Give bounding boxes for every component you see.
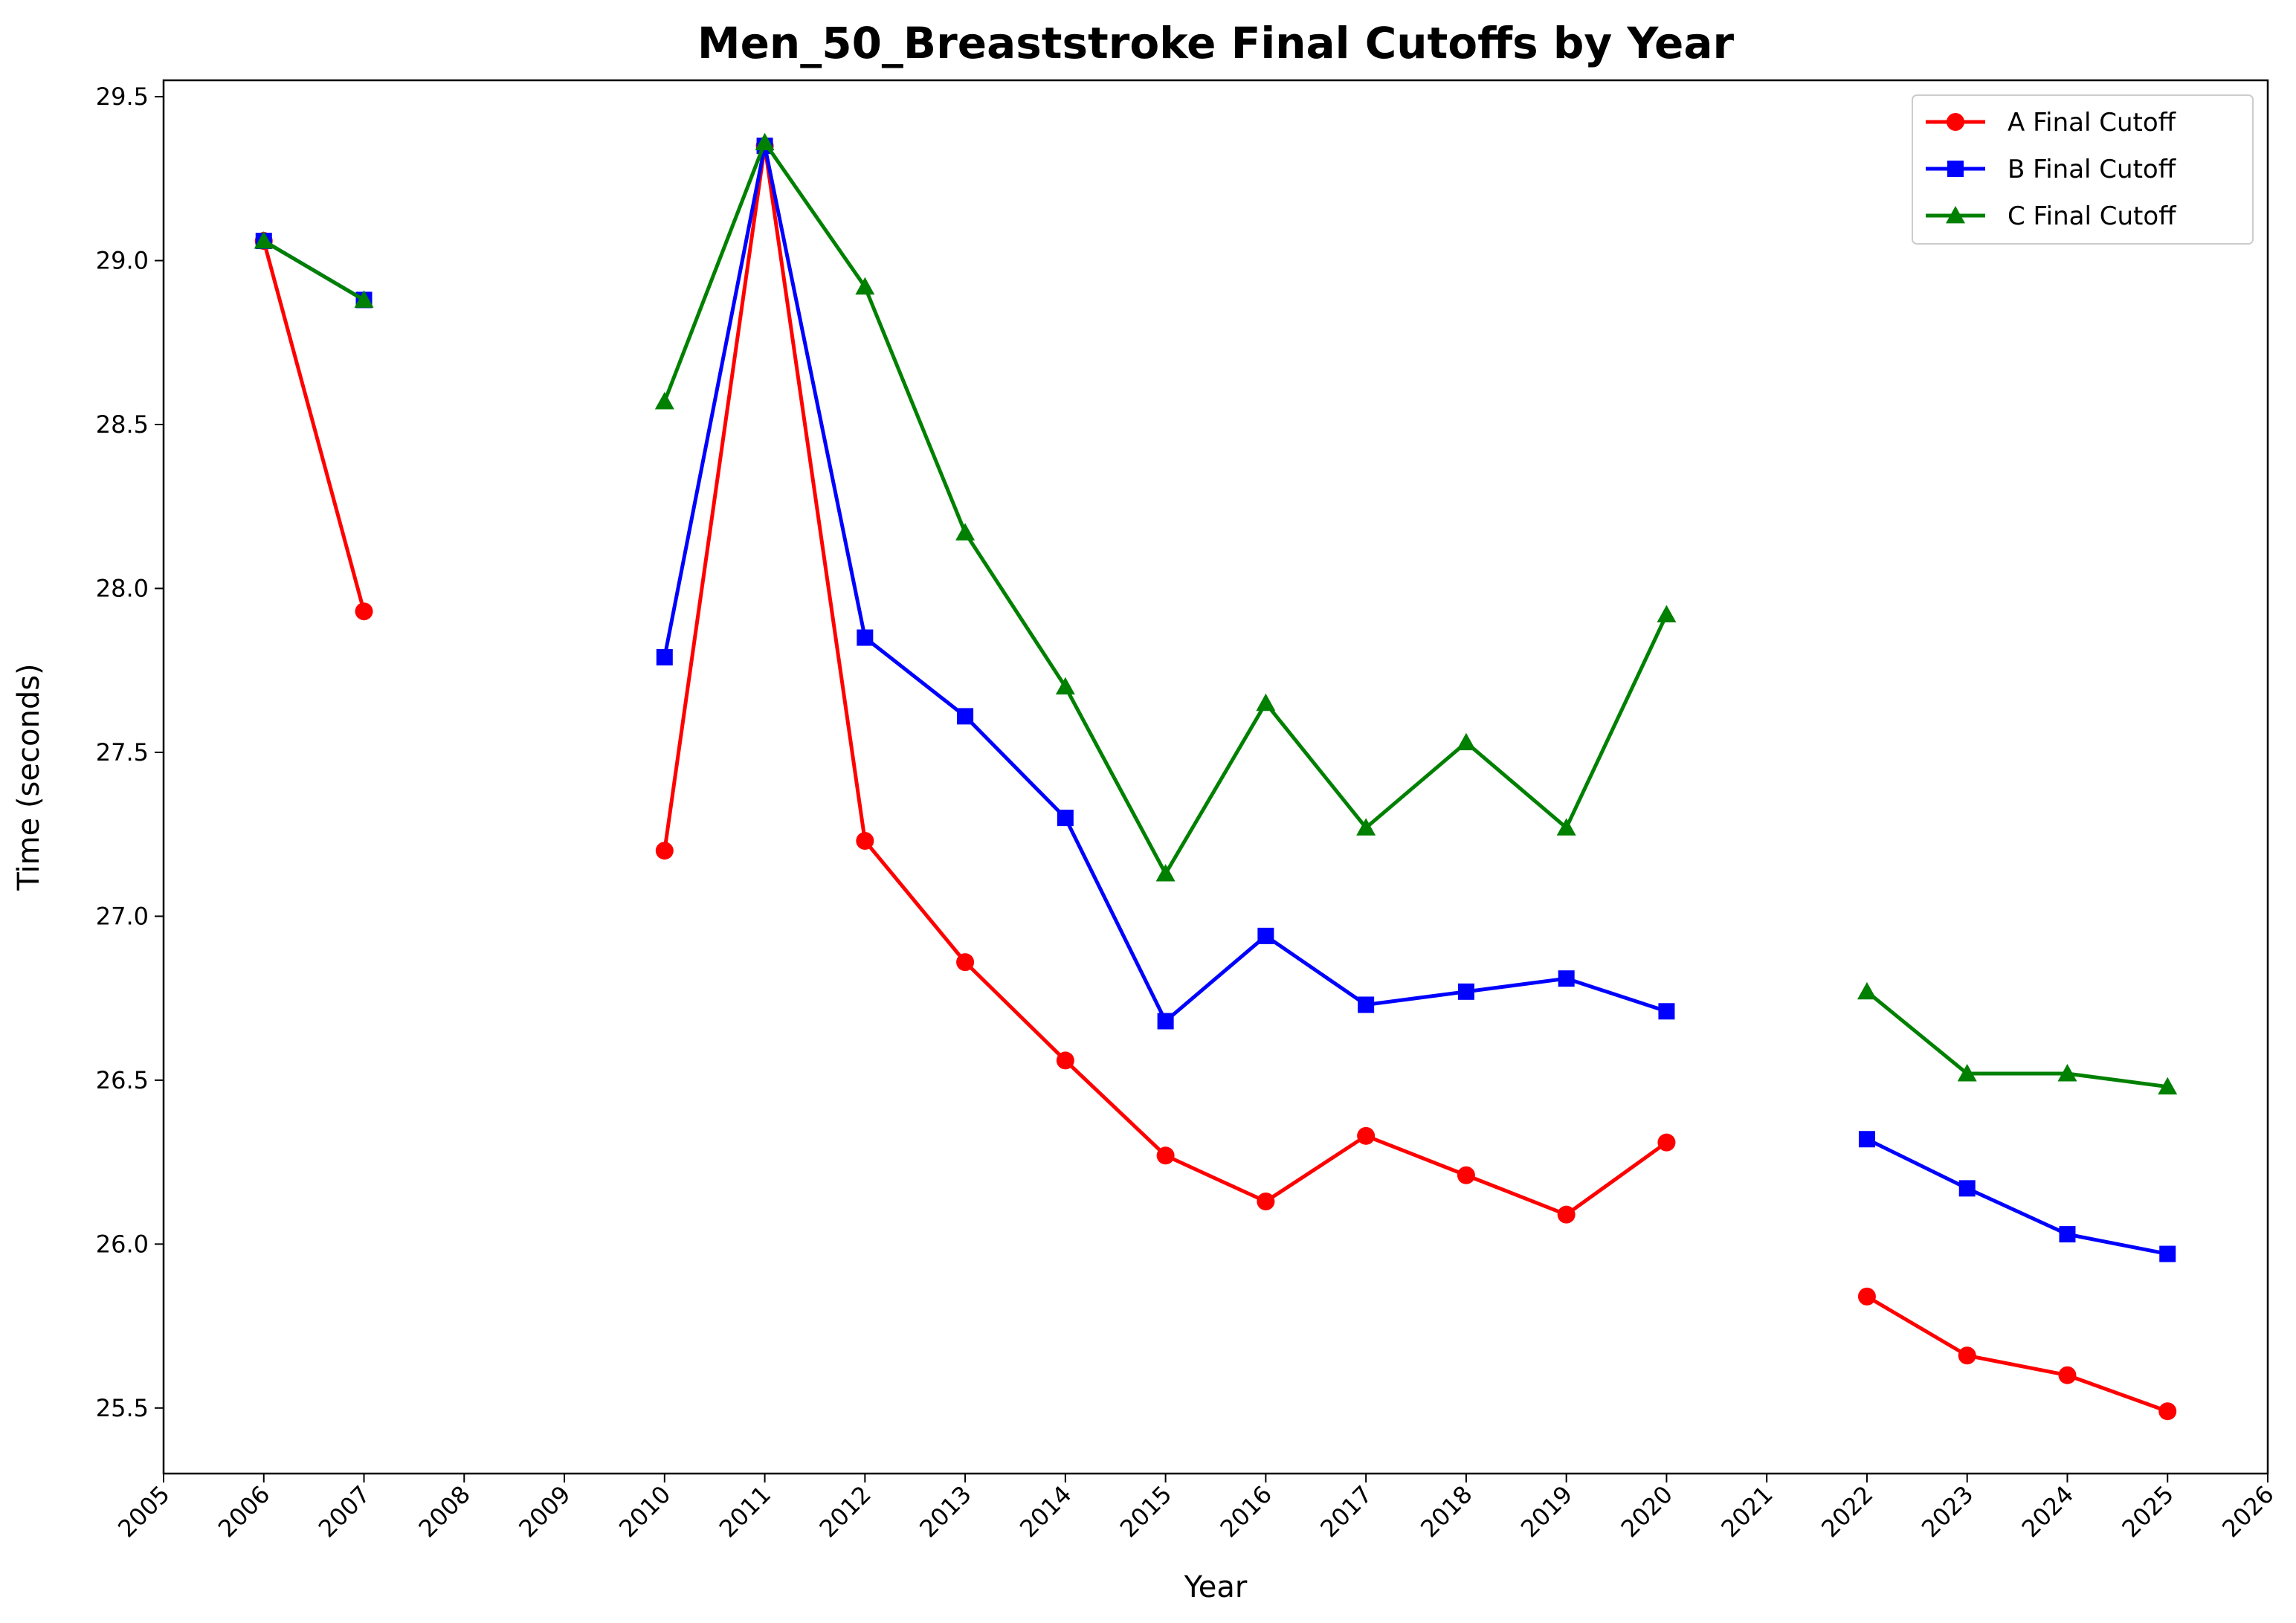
y-tick-label: 26.5	[96, 1066, 149, 1094]
data-point	[1356, 818, 1376, 836]
y-axis-label: Time (seconds)	[12, 663, 46, 891]
data-point	[857, 629, 874, 646]
data-point	[855, 277, 875, 295]
data-point	[1155, 864, 1176, 882]
data-point	[1557, 1205, 1576, 1224]
data-point	[2158, 1077, 2178, 1095]
series-line	[1866, 1294, 2169, 1413]
legend-marker	[1946, 206, 1965, 224]
data-point	[1456, 732, 1476, 751]
data-point	[1958, 1346, 1976, 1365]
legend-label: A Final Cutoff	[2008, 108, 2177, 138]
plot-frame	[162, 79, 2269, 1475]
legend-box	[1912, 94, 2254, 245]
legend-marker	[1947, 161, 1964, 177]
y-tick-label: 27.5	[96, 738, 149, 767]
data-point	[1858, 1131, 1875, 1148]
y-tick-label: 28.0	[96, 574, 149, 602]
data-point	[1657, 1133, 1676, 1152]
data-point	[1056, 1051, 1074, 1070]
data-point	[1257, 1193, 1275, 1211]
data-point	[755, 132, 775, 151]
legend-item: A Final Cutoff	[1926, 108, 2177, 138]
data-point	[1657, 604, 1677, 623]
data-point	[1256, 693, 1276, 712]
legend-item: B Final Cutoff	[1926, 155, 2177, 184]
data-point	[2158, 1402, 2177, 1421]
y-tick-label: 29.5	[96, 83, 149, 111]
data-point	[955, 523, 976, 541]
data-point	[1057, 810, 1074, 827]
legend-label: B Final Cutoff	[2008, 155, 2177, 184]
y-tick-label: 27.0	[96, 902, 149, 930]
data-point	[1857, 981, 1877, 1000]
series-line	[262, 239, 365, 302]
data-point	[2059, 1226, 2076, 1243]
series-line	[1866, 990, 2168, 1089]
data-point	[254, 231, 274, 249]
chart-title: Men_50_Breaststroke Final Cutoffs by Yea…	[697, 18, 1735, 68]
y-tick-label: 25.5	[96, 1394, 149, 1422]
y-tick-label: 26.0	[96, 1230, 149, 1258]
y-tick-label: 28.5	[96, 410, 149, 439]
data-point	[1958, 1180, 1976, 1197]
data-point	[2058, 1366, 2077, 1384]
series-3	[254, 132, 2178, 1095]
y-tick-label: 29.0	[96, 247, 149, 275]
data-point	[1055, 677, 1075, 695]
data-point	[1157, 1013, 1174, 1030]
data-point	[1558, 970, 1575, 987]
data-point	[655, 842, 674, 860]
data-point	[1957, 1064, 1977, 1082]
data-point	[2159, 1245, 2176, 1262]
data-point	[2057, 1064, 2077, 1082]
data-point	[1457, 983, 1474, 1000]
data-point	[656, 649, 673, 666]
data-point	[354, 290, 374, 308]
data-point	[1257, 927, 1274, 944]
data-point	[654, 392, 674, 410]
data-point	[1857, 1287, 1876, 1306]
data-point	[1156, 1146, 1175, 1165]
data-point	[355, 602, 373, 621]
data-point	[956, 953, 975, 972]
data-point	[1357, 1126, 1376, 1145]
data-point	[957, 708, 974, 725]
data-point	[856, 831, 874, 850]
series-line	[262, 240, 366, 612]
y-axis: 25.5 26.0 26.5 27.0 27.5 28.0 28.5 29.0 29.5	[96, 83, 164, 1422]
legend: A Final Cutoff B Final Cutoff C Final Cuto…	[1912, 94, 2254, 245]
legend-marker	[1947, 113, 1964, 131]
data-point	[1457, 1166, 1475, 1184]
data-point	[1658, 1003, 1675, 1020]
series-layer	[254, 132, 2178, 1421]
legend-item: C Final Cutoff	[1926, 201, 2177, 231]
legend-label: C Final Cutoff	[2008, 201, 2177, 231]
series-line	[1866, 1137, 2168, 1256]
data-point	[1556, 818, 1576, 836]
data-point	[1358, 996, 1375, 1013]
x-axis-label: Year	[1184, 1570, 1248, 1604]
